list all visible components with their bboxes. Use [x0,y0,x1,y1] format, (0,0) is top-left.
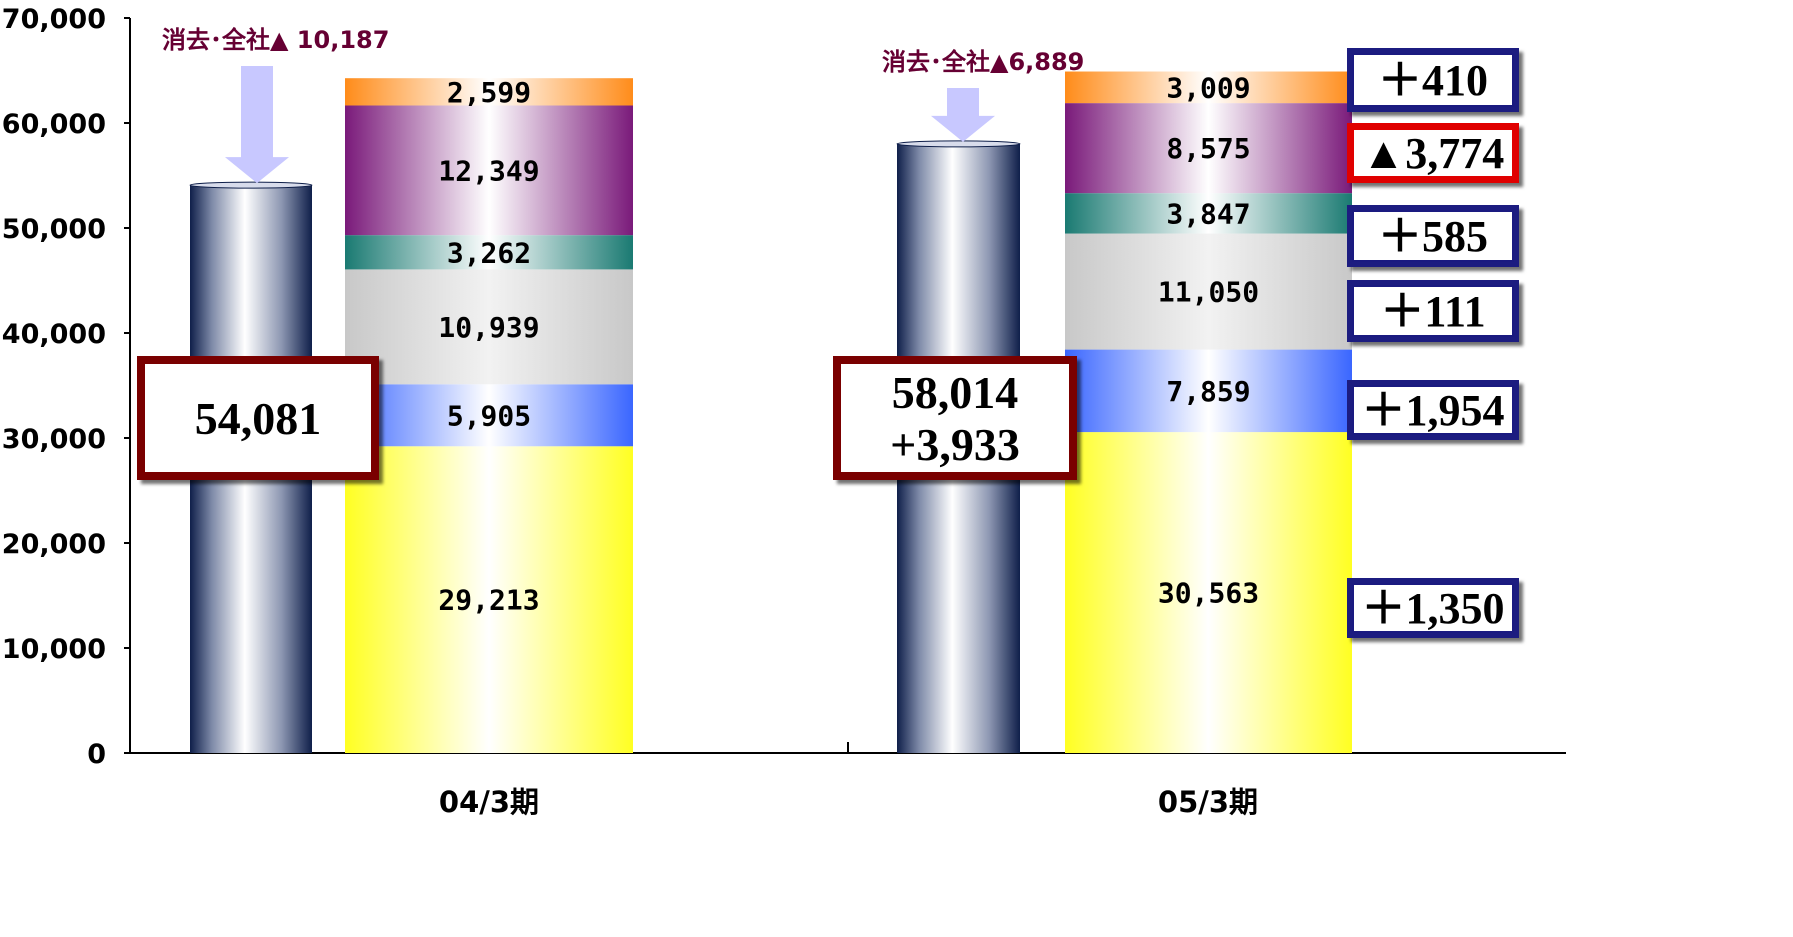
total-box-inner [143,362,373,474]
down-arrow-icon [931,88,995,142]
total-boxes: 54,081 58,014+3,933 [137,356,1077,480]
stack-segment [345,384,633,447]
total-change-label: +3,933 [890,419,1020,470]
stack-segment [1065,432,1352,753]
change-value-label: ＋111 [1380,287,1485,336]
stack-segment [1065,349,1352,433]
stack-segment [345,269,633,385]
y-tick-label: 70,000 [2,4,106,35]
x-category-label: 05/3期 [1158,785,1258,819]
y-tick-label: 0 [87,739,106,770]
segment-value-label: 5,905 [447,399,531,432]
segment-value-label: 12,349 [438,154,539,187]
stack-segment [1065,193,1352,234]
y-tick-label: 20,000 [2,529,106,560]
stack-segment [345,105,633,236]
stack-segment [1065,103,1352,194]
stacked-bar-chart: 0 10,000 20,000 30,000 40,000 50,000 60,000 70,… [2,4,1566,819]
total-box-inner [839,362,1071,474]
segment-value-label: 29,213 [438,584,539,617]
segment-value-label: 10,939 [438,311,539,344]
change-value-label: ＋585 [1378,212,1488,261]
segment-value-label: 3,262 [447,236,531,269]
total-value-label: 58,014 [892,367,1019,418]
segment-value-label: 2,599 [447,76,531,109]
segment-value-label: 7,859 [1166,375,1250,408]
change-value-label: ＋410 [1378,56,1488,105]
segment-value-label: 3,847 [1166,197,1250,230]
segment-stacks: 29,213 5,905 10,939 3,262 12,349 2,599 30,563 7… [345,71,1352,753]
y-tick-label: 10,000 [2,634,106,665]
x-category-label: 04/3期 [439,785,539,819]
change-box-inner [1352,128,1514,178]
segment-value-label: 11,050 [1158,276,1259,309]
segment-value-label: 8,575 [1166,132,1250,165]
change-box-inner [1352,583,1514,633]
total-value-label: 54,081 [195,393,322,444]
x-axis-categories: 04/3期 05/3期 [439,742,1258,819]
y-tick-label: 30,000 [2,424,106,455]
change-value-label: ＋1,954 [1362,386,1505,435]
change-box-inner [1352,285,1514,337]
chart-canvas: 0 10,000 20,000 30,000 40,000 50,000 60,000 70,… [2,4,1566,819]
stack-segment [1065,233,1352,350]
change-value-label: ▲3,774 [1362,129,1505,178]
down-arrow-icon [225,66,289,184]
change-box-inner [1352,53,1514,107]
stack-segment [345,446,633,753]
elimination-label: 消去･全社▲6,889 [882,48,1084,76]
total-cylinder-top [896,140,1021,148]
elimination-label: 消去･全社▲ 10,187 [162,26,389,54]
change-box-inner [1352,385,1514,435]
change-boxes: ＋1,350 ＋1,954 ＋111 ＋585 ▲3,774 ＋410 [1347,48,1519,638]
change-box-inner [1352,210,1514,262]
y-tick-label: 60,000 [2,109,106,140]
stack-segment [345,78,633,106]
segment-value-label: 3,009 [1166,71,1250,104]
y-tick-label: 50,000 [2,214,106,245]
elimination-annotations: 消去･全社▲ 10,187 消去･全社▲6,889 [162,26,1084,184]
stack-segment [1065,71,1352,104]
stack-segment [345,235,633,270]
change-value-label: ＋1,350 [1362,584,1505,633]
total-cylinder-top [189,181,313,189]
y-axis-ticks: 0 10,000 20,000 30,000 40,000 50,000 60,000 70,… [2,4,130,770]
segment-value-label: 30,563 [1158,577,1259,610]
y-tick-label: 40,000 [2,319,106,350]
